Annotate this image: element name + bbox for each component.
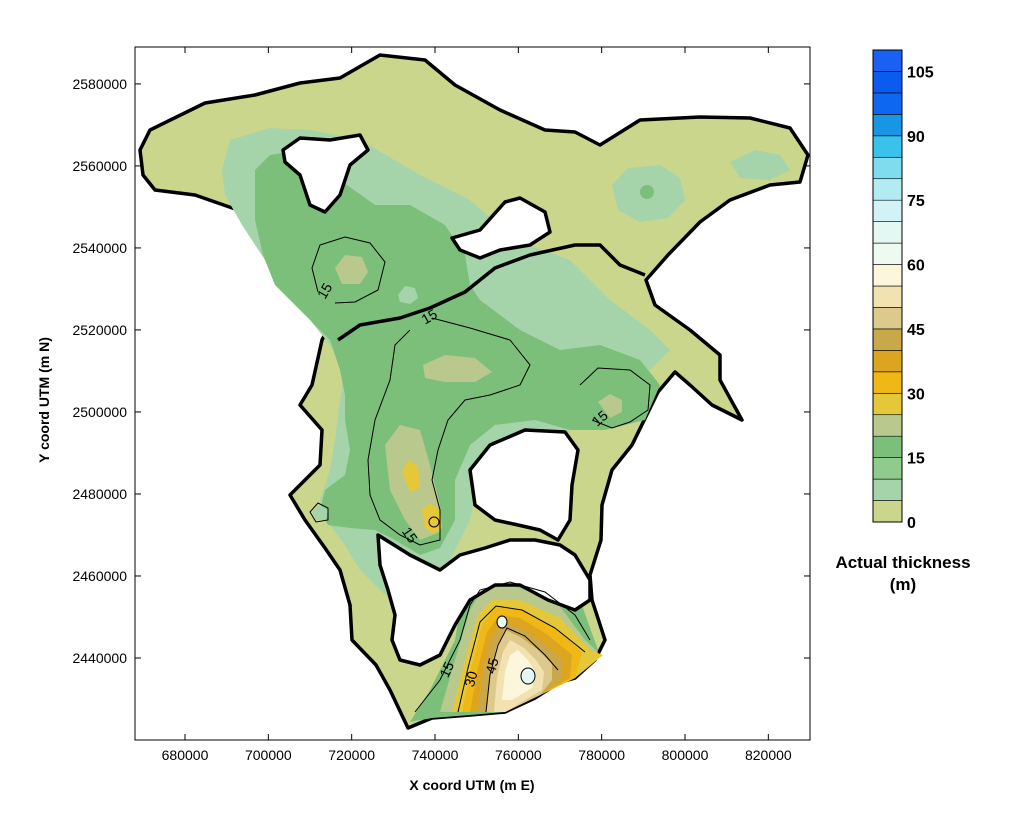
- legend-band: [872, 371, 903, 394]
- legend-label: 30: [907, 386, 925, 403]
- hole-south-central: [468, 428, 580, 542]
- contour-south-15: [414, 581, 591, 713]
- contour-15-north: [311, 236, 386, 304]
- y-tick-label: 2540000: [72, 240, 127, 256]
- contour-south-30: [457, 605, 586, 713]
- y-tick-label: 2560000: [72, 158, 127, 174]
- legend-band: [872, 199, 903, 222]
- legend-band: [872, 114, 903, 137]
- legend: 0 15 30 45 60 75 90 105 Actual thickness (m): [835, 49, 971, 594]
- legend-title-line2: (m): [890, 575, 916, 594]
- x-axis: 680000 700000 720000 740000 760000 780000 8000…: [162, 47, 792, 763]
- legend-band: [872, 392, 903, 416]
- contour-label-north: 15: [314, 280, 336, 302]
- legend-label: 105: [907, 64, 934, 81]
- legend-band: [872, 221, 903, 244]
- x-tick-label: 780000: [578, 747, 625, 763]
- legend-band: [872, 264, 903, 287]
- x-tick-label: 820000: [745, 747, 792, 763]
- thickness-zone-10-20: [255, 150, 660, 555]
- contour-15-central: [367, 317, 531, 546]
- legend-band: [872, 500, 903, 523]
- x-tick-label: 800000: [662, 747, 709, 763]
- legend-label: 75: [907, 193, 925, 210]
- contour-label-central-top: 15: [418, 306, 440, 328]
- legend-band: [872, 135, 903, 158]
- contour-small-loop: [428, 516, 440, 528]
- legend-colorbar: [872, 49, 903, 523]
- y-axis: 2440000 2460000 2480000 2500000 2520000 25400…: [72, 76, 810, 666]
- legend-label: 0: [907, 515, 916, 532]
- legend-label: 60: [907, 258, 925, 275]
- south-peak-b: [520, 667, 536, 685]
- x-tick-label: 760000: [495, 747, 542, 763]
- hole-northwest: [281, 133, 370, 214]
- internal-boundary-line: [337, 243, 646, 342]
- legend-band: [872, 457, 903, 480]
- thickness-patch-20-25-f: [312, 505, 328, 520]
- contour-label-south-30: 30: [461, 669, 481, 688]
- thickness-patch-20-25-b: [398, 286, 418, 304]
- legend-band: [872, 328, 903, 351]
- thickness-patch-20-25-e: [598, 394, 622, 418]
- hole-south-west: [376, 533, 592, 667]
- legend-band: [872, 350, 903, 373]
- thickness-patch-20-25-c: [423, 355, 492, 382]
- legend-label: 45: [907, 322, 925, 339]
- legend-band: [872, 49, 903, 72]
- legend-band: [872, 435, 903, 458]
- y-tick-label: 2480000: [72, 486, 127, 502]
- x-tick-label: 680000: [162, 747, 209, 763]
- y-tick-label: 2440000: [72, 650, 127, 666]
- thickness-patch-20-25-a: [335, 255, 368, 284]
- legend-band: [872, 242, 903, 265]
- thickness-patch-25-30-a: [402, 460, 420, 492]
- contour-15-west-loop: [309, 502, 329, 523]
- y-tick-label: 2580000: [72, 76, 127, 92]
- contour-15-east: [579, 367, 651, 429]
- legend-label: 90: [907, 129, 925, 146]
- legend-band: [872, 414, 903, 437]
- x-tick-label: 720000: [328, 747, 375, 763]
- y-tick-label: 2460000: [72, 568, 127, 584]
- legend-band: [872, 92, 903, 115]
- x-tick-label: 700000: [245, 747, 292, 763]
- legend-band: [872, 478, 903, 501]
- contour-labels: 15 15 15 15 15 15 30 45: [314, 280, 611, 689]
- thickness-zone-5-10-ne: [730, 150, 790, 180]
- legend-band: [872, 156, 903, 180]
- contour-label-south-15: 15: [436, 659, 457, 680]
- contour-label-south-45: 45: [482, 656, 502, 675]
- contour-lines: [309, 236, 651, 713]
- plot-frame: [134, 46, 811, 741]
- x-tick-label: 740000: [412, 747, 459, 763]
- legend-band: [872, 307, 903, 330]
- y-tick-label: 2500000: [72, 404, 127, 420]
- y-axis-label: Y coord UTM (m N): [36, 337, 52, 463]
- legend-colorbar-frame: [872, 49, 903, 523]
- legend-title-line1: Actual thickness: [835, 553, 970, 572]
- legend-labels: 0 15 30 45 60 75 90 105: [907, 64, 934, 532]
- contour-south-45: [485, 627, 559, 713]
- legend-label: 15: [907, 451, 925, 468]
- map-area: 15 15 15 15 15 15 30 45: [134, 46, 811, 741]
- south-peak-a: [496, 615, 508, 629]
- y-tick-label: 2520000: [72, 322, 127, 338]
- legend-band: [872, 71, 903, 94]
- thickness-patch-east-dot: [640, 185, 654, 199]
- legend-band: [872, 285, 903, 308]
- south-band-55-60: [502, 650, 535, 700]
- legend-band: [872, 178, 903, 201]
- hole-central: [450, 196, 552, 260]
- x-axis-label: X coord UTM (m E): [409, 777, 534, 793]
